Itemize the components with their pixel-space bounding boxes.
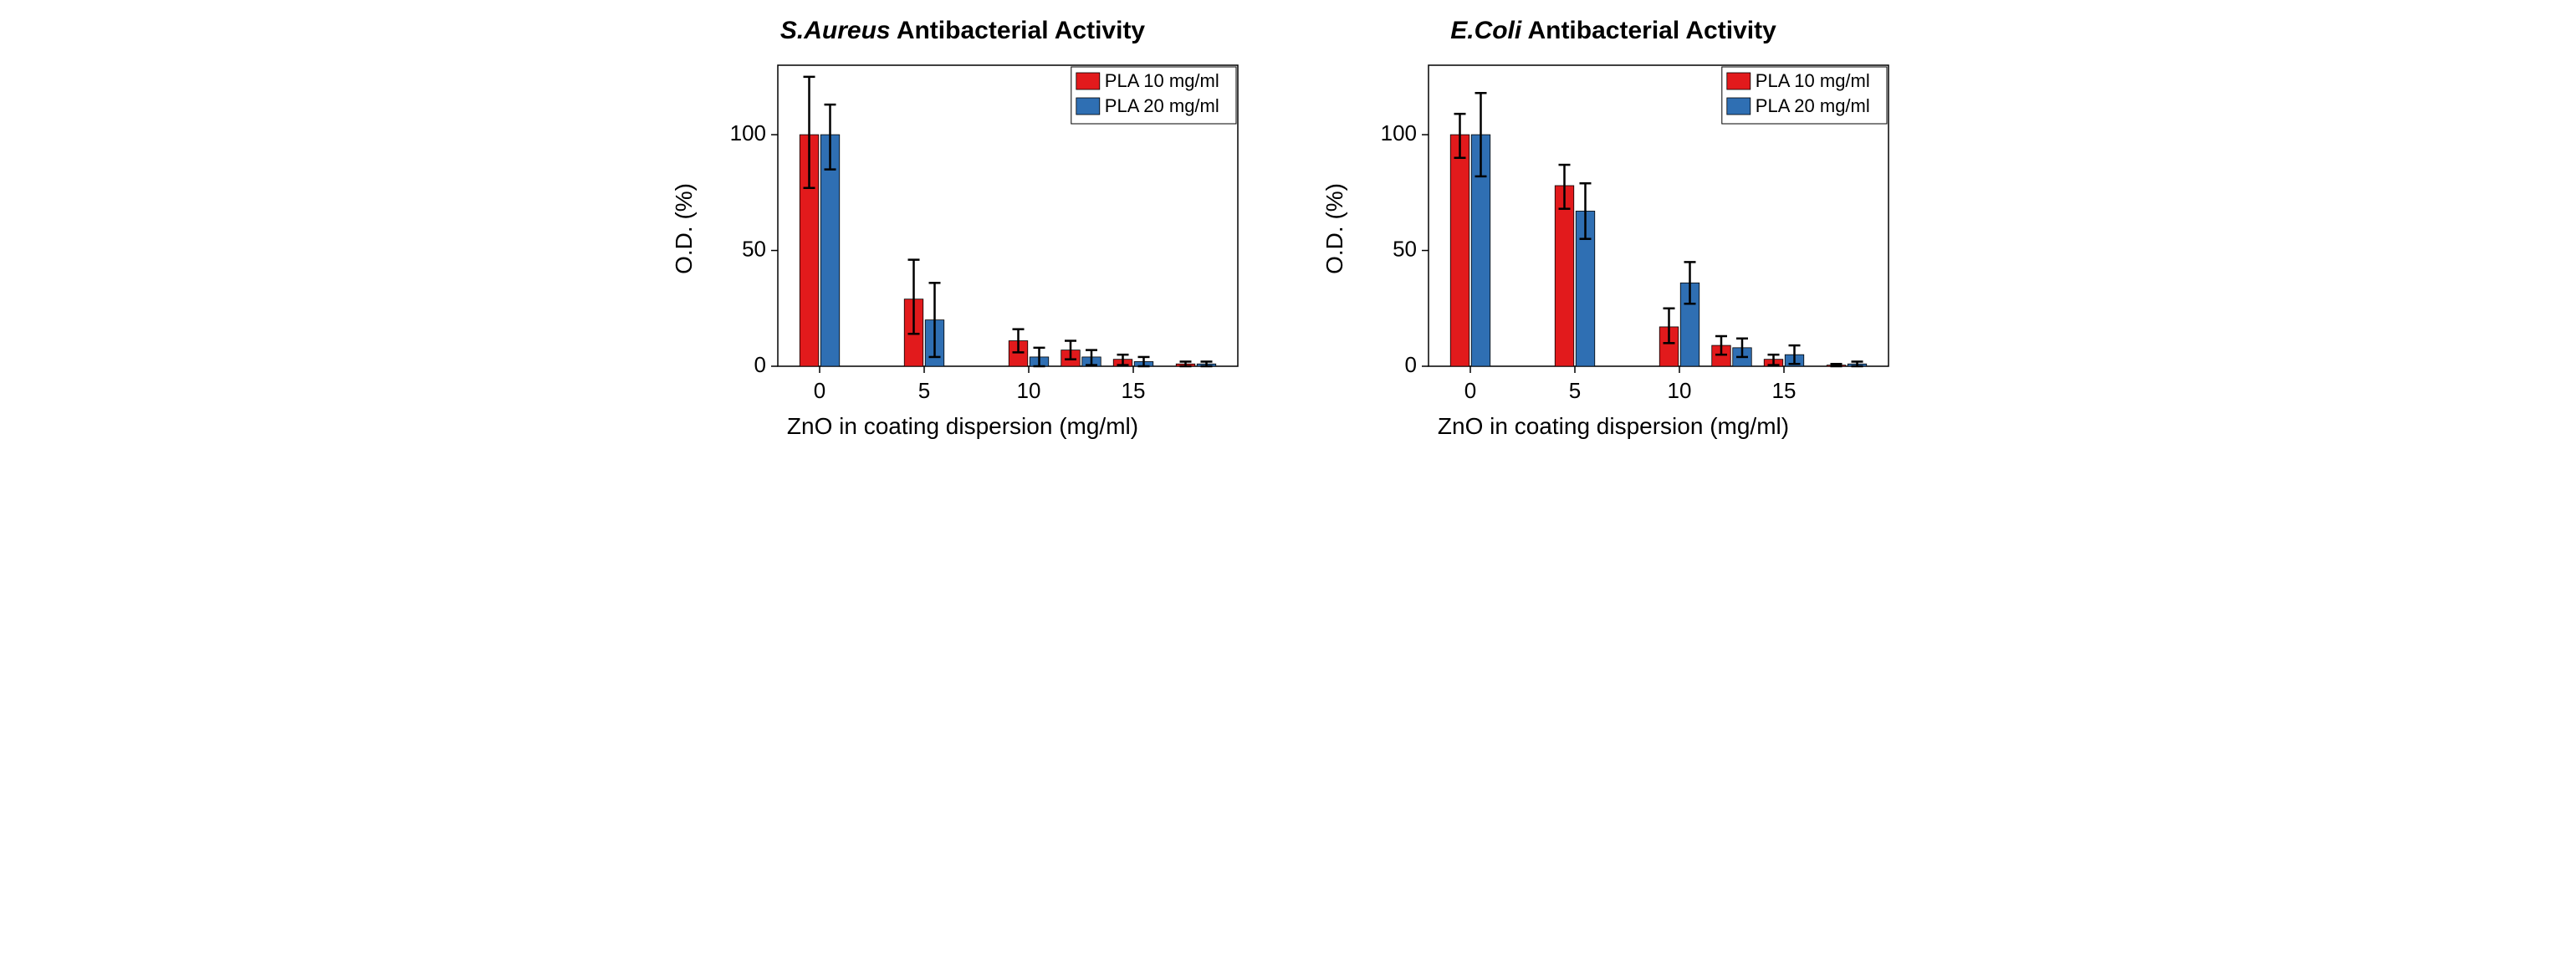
- chart-svg: 0 50 100 0 5 10 15 PLA 10 mg/ml PLA 20 mg/ml: [1353, 48, 1905, 408]
- panel-ecoli: E.Coli Antibacterial ActivityO.D. (%)050…: [1321, 17, 1905, 440]
- chart-wrap: O.D. (%) 0 50 100 0 5 10 15 PLA 10 mg/ml PLA 20 m…: [1321, 48, 1905, 408]
- chart-svg: 0 50 100 0 5 10 15 PLA 10 mg/ml PLA 20 mg/ml: [703, 48, 1255, 408]
- x-tick-label: 5: [918, 378, 930, 403]
- figure-row: S.Aureus Antibacterial ActivityO.D. (%)0…: [17, 17, 2559, 440]
- x-tick-label: 10: [1017, 378, 1041, 403]
- x-tick-label: 15: [1122, 378, 1146, 403]
- title-rest: Antibacterial Activity: [891, 17, 1146, 44]
- y-tick-label: 50: [742, 236, 766, 261]
- y-tick-label: 0: [754, 352, 766, 377]
- y-tick-label: 100: [1381, 120, 1417, 145]
- legend-label: PLA 20 mg/ml: [1105, 95, 1219, 116]
- y-tick-label: 100: [730, 120, 766, 145]
- legend-swatch: [1076, 73, 1100, 89]
- x-tick-label: 0: [814, 378, 825, 403]
- panel-title: S.Aureus Antibacterial Activity: [780, 17, 1145, 45]
- chart-wrap: O.D. (%) 0 50 100 0 5 10 15 PLA 10 mg/ml PLA 20 m…: [671, 48, 1255, 408]
- title-rest: Antibacterial Activity: [1521, 17, 1776, 44]
- title-italic: S.Aureus: [780, 17, 891, 44]
- y-axis-label: O.D. (%): [671, 183, 698, 274]
- x-tick-label: 0: [1464, 378, 1476, 403]
- bar: [1450, 135, 1469, 366]
- x-tick-label: 15: [1772, 378, 1797, 403]
- legend-label: PLA 10 mg/ml: [1756, 70, 1870, 91]
- y-axis-label: O.D. (%): [1321, 183, 1348, 274]
- y-tick-label: 50: [1393, 236, 1417, 261]
- x-tick-label: 5: [1569, 378, 1581, 403]
- x-axis-label: ZnO in coating dispersion (mg/ml): [1438, 413, 1789, 440]
- x-axis-label: ZnO in coating dispersion (mg/ml): [787, 413, 1138, 440]
- title-italic: E.Coli: [1450, 17, 1521, 44]
- legend-label: PLA 10 mg/ml: [1105, 70, 1219, 91]
- panel-saureus: S.Aureus Antibacterial ActivityO.D. (%)0…: [671, 17, 1255, 440]
- bar: [1555, 186, 1574, 366]
- legend-swatch: [1076, 98, 1100, 115]
- panel-title: E.Coli Antibacterial Activity: [1450, 17, 1776, 45]
- legend-swatch: [1727, 73, 1751, 89]
- legend-label: PLA 20 mg/ml: [1756, 95, 1870, 116]
- y-tick-label: 0: [1405, 352, 1417, 377]
- x-tick-label: 10: [1668, 378, 1692, 403]
- legend-swatch: [1727, 98, 1751, 115]
